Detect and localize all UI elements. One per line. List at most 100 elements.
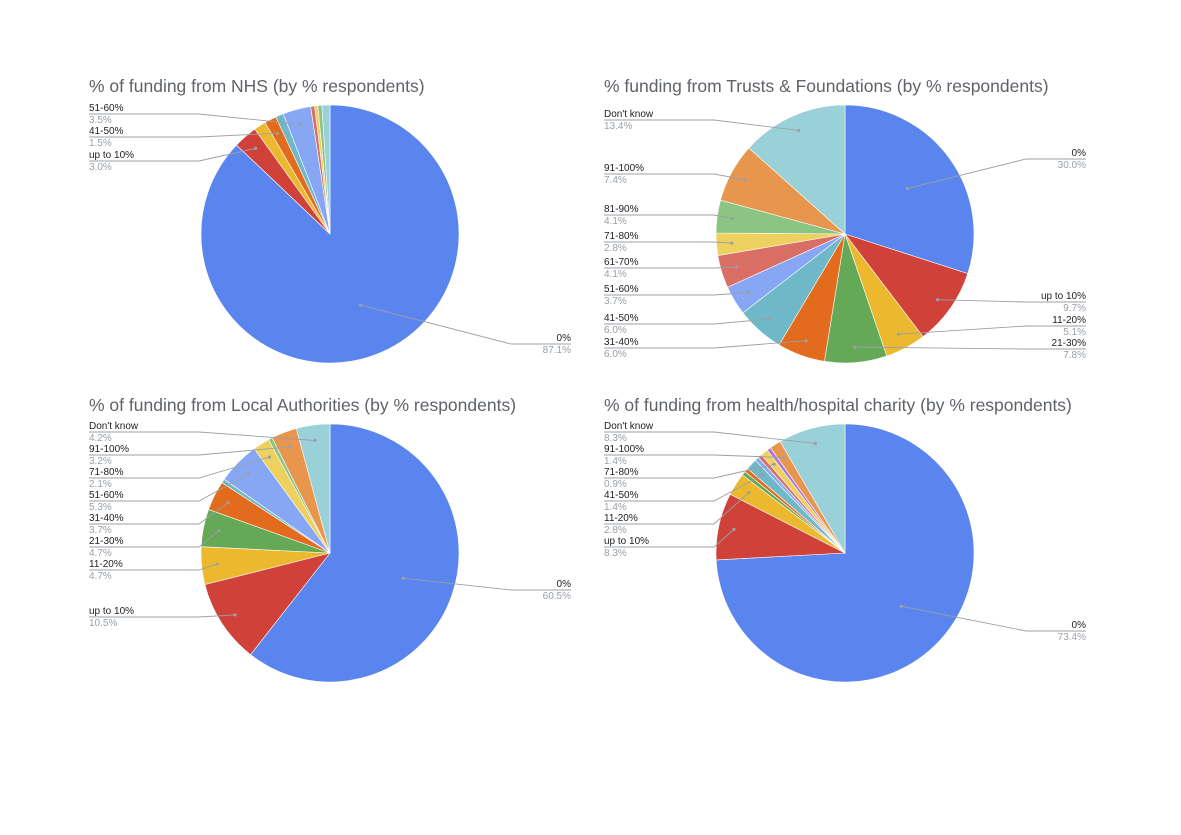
callout-percent: 4.1% [604, 269, 627, 280]
pie-slice-don-t-know [295, 423, 331, 554]
callout-label: 0% [557, 333, 572, 344]
callout-percent: 13.4% [604, 121, 632, 132]
callout-dot [782, 455, 786, 460]
callout-dot [217, 529, 221, 533]
callout-label: 51-60% [89, 490, 124, 501]
callout-leader-line [403, 577, 571, 591]
pie-slice [321, 104, 331, 235]
callout-label: 31-40% [89, 513, 124, 524]
callout-dot [358, 303, 363, 307]
callout-percent: 2.8% [604, 243, 627, 254]
callout-label: 21-30% [89, 536, 124, 547]
callout-percent: 4.7% [89, 571, 112, 582]
pie-slice-don-t-know [748, 104, 846, 235]
callout-leader-line [89, 563, 218, 571]
callout-dot [896, 332, 900, 336]
callout-label: 91-100% [604, 444, 644, 455]
callout-label: up to 10% [1041, 291, 1086, 302]
callout-percent: 5.3% [89, 502, 112, 513]
callout-label: 31-40% [604, 337, 639, 348]
callout-dot [226, 500, 230, 505]
callout-label: 11-20% [89, 559, 123, 570]
callout-dot [768, 317, 772, 321]
callout-percent: 9.7% [1063, 303, 1086, 314]
callout-leader-line [89, 113, 301, 125]
callout-leader-line [89, 473, 250, 502]
pie-plot: 51-60%3.5%41-50%1.5%up to 10%3.0% 0%87.1% [89, 103, 572, 364]
callout-percent: 2.1% [89, 479, 112, 490]
callout-percent: 60.5% [543, 591, 571, 602]
callout-label: 71-80% [604, 467, 639, 478]
callout-dot [730, 217, 735, 221]
callout-percent: 6.0% [604, 325, 627, 336]
callout-dot [267, 455, 271, 459]
callout-leader-line [604, 173, 746, 181]
callout-leader-line [89, 530, 219, 548]
callout-leader-line [89, 502, 229, 525]
callout-percent: 73.4% [1058, 632, 1086, 643]
callout-leader-line [854, 346, 1086, 350]
callout-percent: 8.3% [604, 433, 627, 444]
callout-label: 91-100% [89, 444, 129, 455]
callout-percent: 6.0% [604, 349, 627, 360]
callout-leader-line [937, 299, 1086, 303]
chart-title: % of funding from NHS (by % respondents) [89, 76, 425, 96]
callout-dot [746, 290, 750, 295]
callout-label: 0% [557, 579, 572, 590]
callout-percent: 3.7% [604, 296, 627, 307]
callout-percent: 4.1% [604, 216, 627, 227]
callout-label: 71-80% [604, 231, 639, 242]
callout-leader-line [89, 446, 290, 456]
pie-slice-up-to-10 [204, 552, 331, 656]
callout-leader-line [89, 431, 316, 441]
callout-dot [732, 527, 736, 531]
callout-label: 61-70% [604, 257, 639, 268]
callout-percent: 7.4% [604, 175, 627, 186]
callout-percent: 1.5% [89, 138, 112, 149]
callout-percent: 10.5% [89, 618, 117, 629]
pie-chart-nhs: % of funding from NHS (by % respondents)… [89, 76, 609, 386]
callout-label: Don't know [604, 421, 654, 432]
callout-dot [730, 241, 734, 245]
callout-percent: 2.8% [604, 525, 627, 536]
callout-dot [215, 562, 219, 566]
callout-dot [734, 265, 738, 269]
callout-leader-line [907, 158, 1086, 189]
callout-percent: 3.5% [89, 115, 112, 126]
callout-dot [233, 613, 237, 617]
callout-leader-line [89, 147, 256, 162]
pie-plot: Don't know13.4%91-100%7.4%81-90%4.1%71-8… [604, 104, 1087, 364]
callout-label: up to 10% [604, 536, 649, 547]
callout-leader-line [89, 614, 235, 618]
callout-label: 0% [1072, 620, 1087, 631]
callout-leader-line [604, 474, 763, 502]
callout-dot [747, 490, 751, 495]
callout-label: 91-100% [604, 163, 644, 174]
callout-percent: 1.4% [604, 502, 627, 513]
callout-dot [401, 576, 405, 580]
callout-label: 0% [1072, 148, 1087, 159]
callout-label: 51-60% [604, 284, 639, 295]
callout-percent: 0.9% [604, 479, 627, 490]
callout-dot [275, 131, 280, 135]
callout-leader-line [604, 214, 733, 220]
callout-dot [906, 186, 910, 190]
callout-dot [797, 128, 801, 132]
callout-dot [313, 438, 317, 443]
callout-leader-line [604, 318, 770, 325]
pie-slice-0 [250, 423, 460, 683]
callout-dot [804, 339, 808, 343]
callout-percent: 4.2% [89, 433, 112, 444]
callout-leader-line [604, 340, 807, 349]
callout-label: 11-20% [604, 513, 638, 524]
callout-leader-line [604, 529, 735, 548]
callout-dot [743, 178, 747, 182]
chart-title: % of funding from Local Authorities (by … [89, 395, 517, 415]
callout-dot [772, 462, 776, 466]
callout-percent: 3.0% [89, 162, 112, 173]
pie-slice-0 [844, 104, 975, 275]
callout-leader-line [89, 132, 278, 138]
callout-label: 41-50% [604, 490, 639, 501]
callout-percent: 87.1% [543, 345, 571, 356]
